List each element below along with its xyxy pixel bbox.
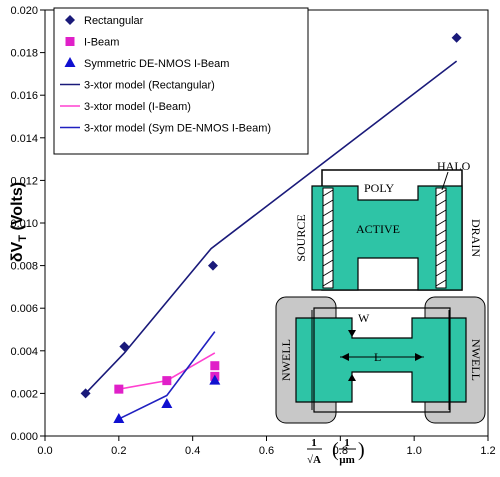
legend: Rectangular I-Beam Symmetric DE-NMOS I-Bea… xyxy=(53,7,309,155)
poly-label: POLY xyxy=(364,181,394,195)
legend-label-rectangular: Rectangular xyxy=(84,15,144,27)
y-tick-label: 0.018 xyxy=(10,48,38,60)
svg-text:√A: √A xyxy=(307,454,321,466)
legend-label-i-beam: I-Beam xyxy=(84,37,119,49)
y-tick-label: 0.006 xyxy=(10,303,38,315)
l-label: L xyxy=(374,350,381,364)
x-tick-label: 0.4 xyxy=(185,445,200,457)
svg-text:µm: µm xyxy=(339,454,355,466)
nwell-left-label: NWELL xyxy=(279,339,293,381)
w-label: W xyxy=(358,311,370,325)
y-tick-label: 0.002 xyxy=(10,388,38,400)
y-axis-label: δVT (Volts) xyxy=(9,182,29,262)
y-tick-label: 0.012 xyxy=(10,175,38,187)
y-tick-label: 0.008 xyxy=(10,261,38,273)
x-tick-label: 0.8 xyxy=(333,445,348,457)
y-tick-label: 0.016 xyxy=(10,90,38,102)
x-tick-label: 0.6 xyxy=(259,445,274,457)
y-tick-label: 0.000 xyxy=(10,431,38,443)
point-i-beam xyxy=(162,376,172,386)
device-layout-inset: POLY ACTIVE HALO SOURCE DRAIN W L NWELL … xyxy=(275,159,486,424)
halo-right xyxy=(435,187,447,289)
source-label: SOURCE xyxy=(294,214,308,261)
series-line-3-xtor-model-rectangular xyxy=(85,60,458,394)
active-i-beam xyxy=(295,317,467,403)
axes: 0.0 0.2 0.4 0.6 0.8 1.0 1.2 0.000 0.002 0.004 0.00… xyxy=(10,5,495,457)
x-tick-label: 0.0 xyxy=(37,445,52,457)
point-rectangular xyxy=(451,32,462,43)
halo-pointer xyxy=(441,171,449,191)
legend-label-3-xtor-model-rectangular: 3-xtor model (Rectangular) xyxy=(84,80,215,92)
series-points xyxy=(80,32,462,423)
active-region xyxy=(311,185,463,291)
drain-label: DRAIN xyxy=(469,219,483,257)
legend-box xyxy=(53,7,309,155)
y-tick-label: 0.010 xyxy=(10,218,38,230)
legend-label-3-xtor-model-sym-de-nmos-i-beam: 3-xtor model (Sym DE-NMOS I-Beam) xyxy=(84,123,271,135)
svg-text:1: 1 xyxy=(344,437,350,449)
series-line-3-xtor-model-sym-de-nmos-i-beam xyxy=(118,331,216,420)
point-symmetric-de-nmos-i-beam xyxy=(113,412,125,423)
point-symmetric-de-nmos-i-beam xyxy=(161,398,173,409)
point-rectangular xyxy=(207,260,218,271)
nwell-right-label: NWELL xyxy=(469,339,483,381)
point-rectangular xyxy=(80,388,91,399)
y-tick-label: 0.004 xyxy=(10,346,38,358)
svg-text:(: ( xyxy=(332,439,339,461)
svg-text:1: 1 xyxy=(311,437,317,449)
legend-swatch-rectangular xyxy=(65,15,75,25)
legend-swatch-i-beam xyxy=(65,37,75,46)
halo-left xyxy=(322,187,334,289)
halo-label: HALO xyxy=(437,159,471,173)
legend-swatch-symmetric-de-nmos-i-beam xyxy=(64,57,76,67)
point-symmetric-de-nmos-i-beam xyxy=(209,374,221,385)
x-axis-label: 1 √A ( 1 µm ) xyxy=(307,437,365,466)
point-i-beam xyxy=(114,384,124,394)
x-tick-label: 0.2 xyxy=(111,445,126,457)
x-tick-label: 1.0 xyxy=(407,445,422,457)
y-tick-label: 0.014 xyxy=(10,133,38,145)
point-i-beam xyxy=(210,361,220,371)
point-rectangular xyxy=(119,341,130,352)
legend-label-symmetric-de-nmos-i-beam: Symmetric DE-NMOS I-Beam xyxy=(84,58,229,70)
y-tick-label: 0.020 xyxy=(10,5,38,17)
x-tick-label: 1.2 xyxy=(480,445,495,457)
legend-label-3-xtor-model-i-beam: 3-xtor model (I-Beam) xyxy=(84,101,191,113)
active-label: ACTIVE xyxy=(356,222,400,236)
svg-text:): ) xyxy=(358,439,365,461)
poly-gate-outline xyxy=(313,307,451,413)
